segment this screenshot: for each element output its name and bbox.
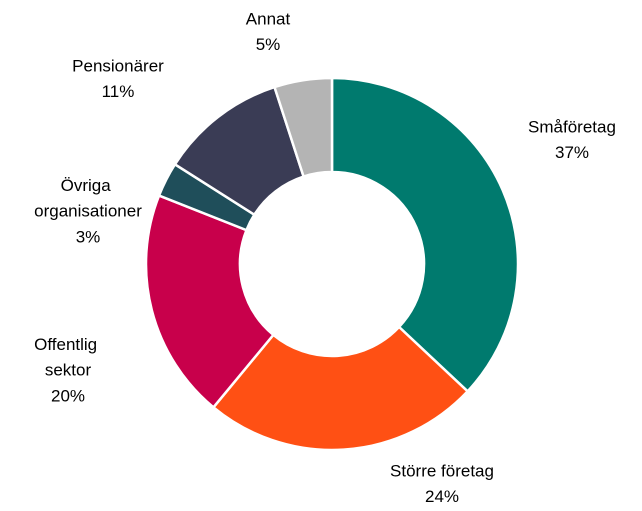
value-label: 11% xyxy=(102,82,135,101)
donut-slice xyxy=(330,76,520,394)
donut-slice xyxy=(211,325,470,452)
donut-slice xyxy=(272,76,334,179)
slice-label: Större företag xyxy=(390,461,494,480)
slice-label: Pensionärer xyxy=(72,56,164,75)
value-label: 37% xyxy=(555,143,589,162)
slice-label: Småföretag xyxy=(528,117,616,136)
label-line: organisationer xyxy=(34,202,142,221)
slice-label: Övriga organisationer xyxy=(34,176,142,221)
value-label: 24% xyxy=(425,487,459,506)
label-line: Övriga xyxy=(61,176,116,195)
value-label: 3% xyxy=(76,227,101,246)
label-line: Offentlig xyxy=(34,335,102,354)
slice-label: Annat xyxy=(246,9,291,28)
value-label: 5% xyxy=(256,35,281,54)
donut-slice xyxy=(144,193,276,410)
value-label: 20% xyxy=(51,386,85,405)
slice-label: Offentlig sektor xyxy=(34,335,102,380)
label-line: sektor xyxy=(45,361,92,380)
